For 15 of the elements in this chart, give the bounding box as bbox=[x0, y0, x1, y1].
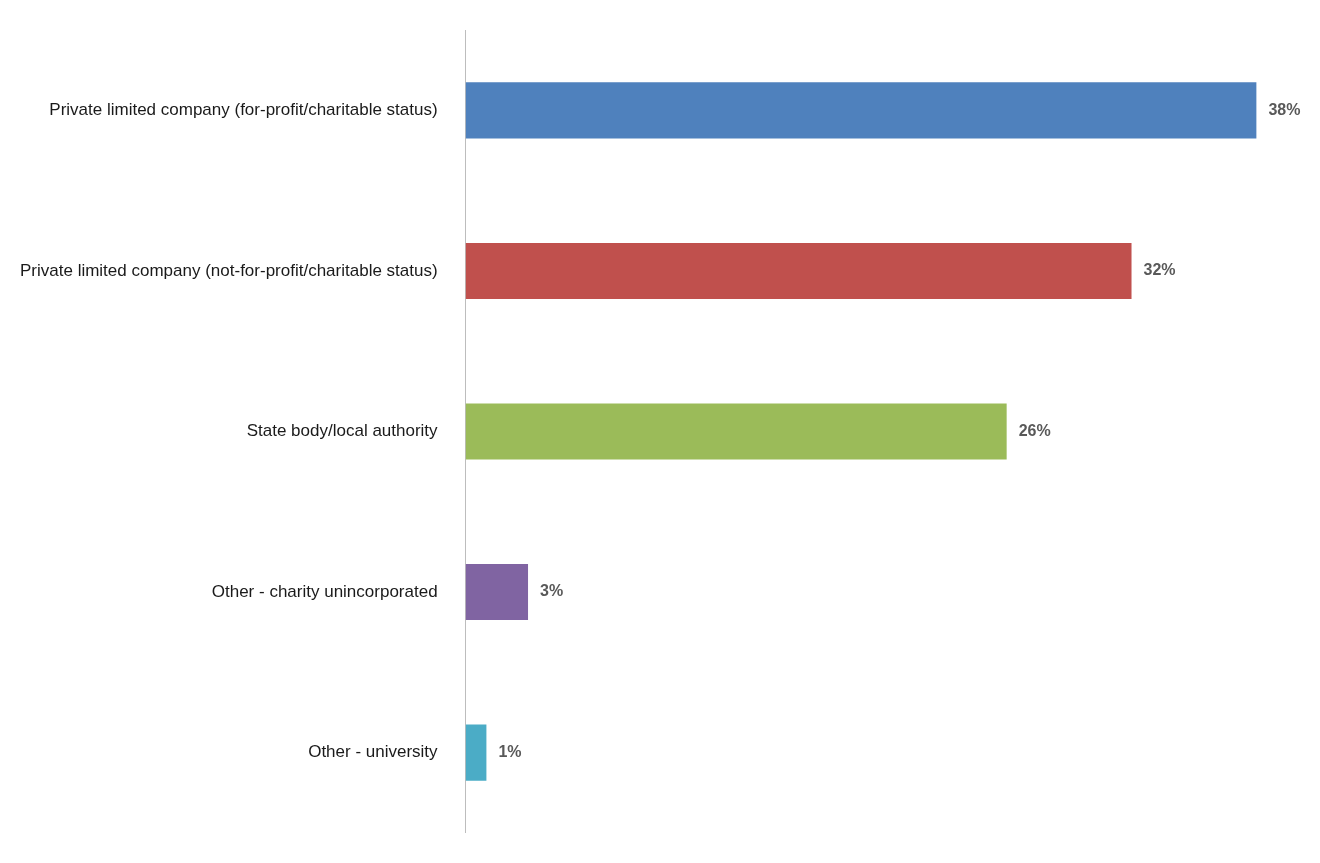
bar bbox=[465, 724, 487, 781]
data-label: 1% bbox=[498, 742, 522, 760]
bar bbox=[465, 242, 1132, 300]
y-tick-label: State body/local authority bbox=[246, 421, 439, 441]
y-tick-label: Other - university bbox=[308, 742, 439, 762]
bar bbox=[465, 82, 1257, 139]
data-label: 3% bbox=[540, 582, 564, 600]
bar bbox=[465, 403, 1007, 460]
y-tick-label: Private limited company (not-for-profit/charitable status) bbox=[19, 260, 438, 280]
bar bbox=[465, 563, 529, 621]
data-label: 38% bbox=[1268, 100, 1301, 118]
data-label: 32% bbox=[1143, 261, 1176, 279]
y-tick-label: Private limited company (for-profit/charitable status) bbox=[49, 100, 438, 120]
y-tick-label: Other - charity unincorporated bbox=[211, 581, 438, 601]
data-label: 26% bbox=[1018, 421, 1051, 439]
